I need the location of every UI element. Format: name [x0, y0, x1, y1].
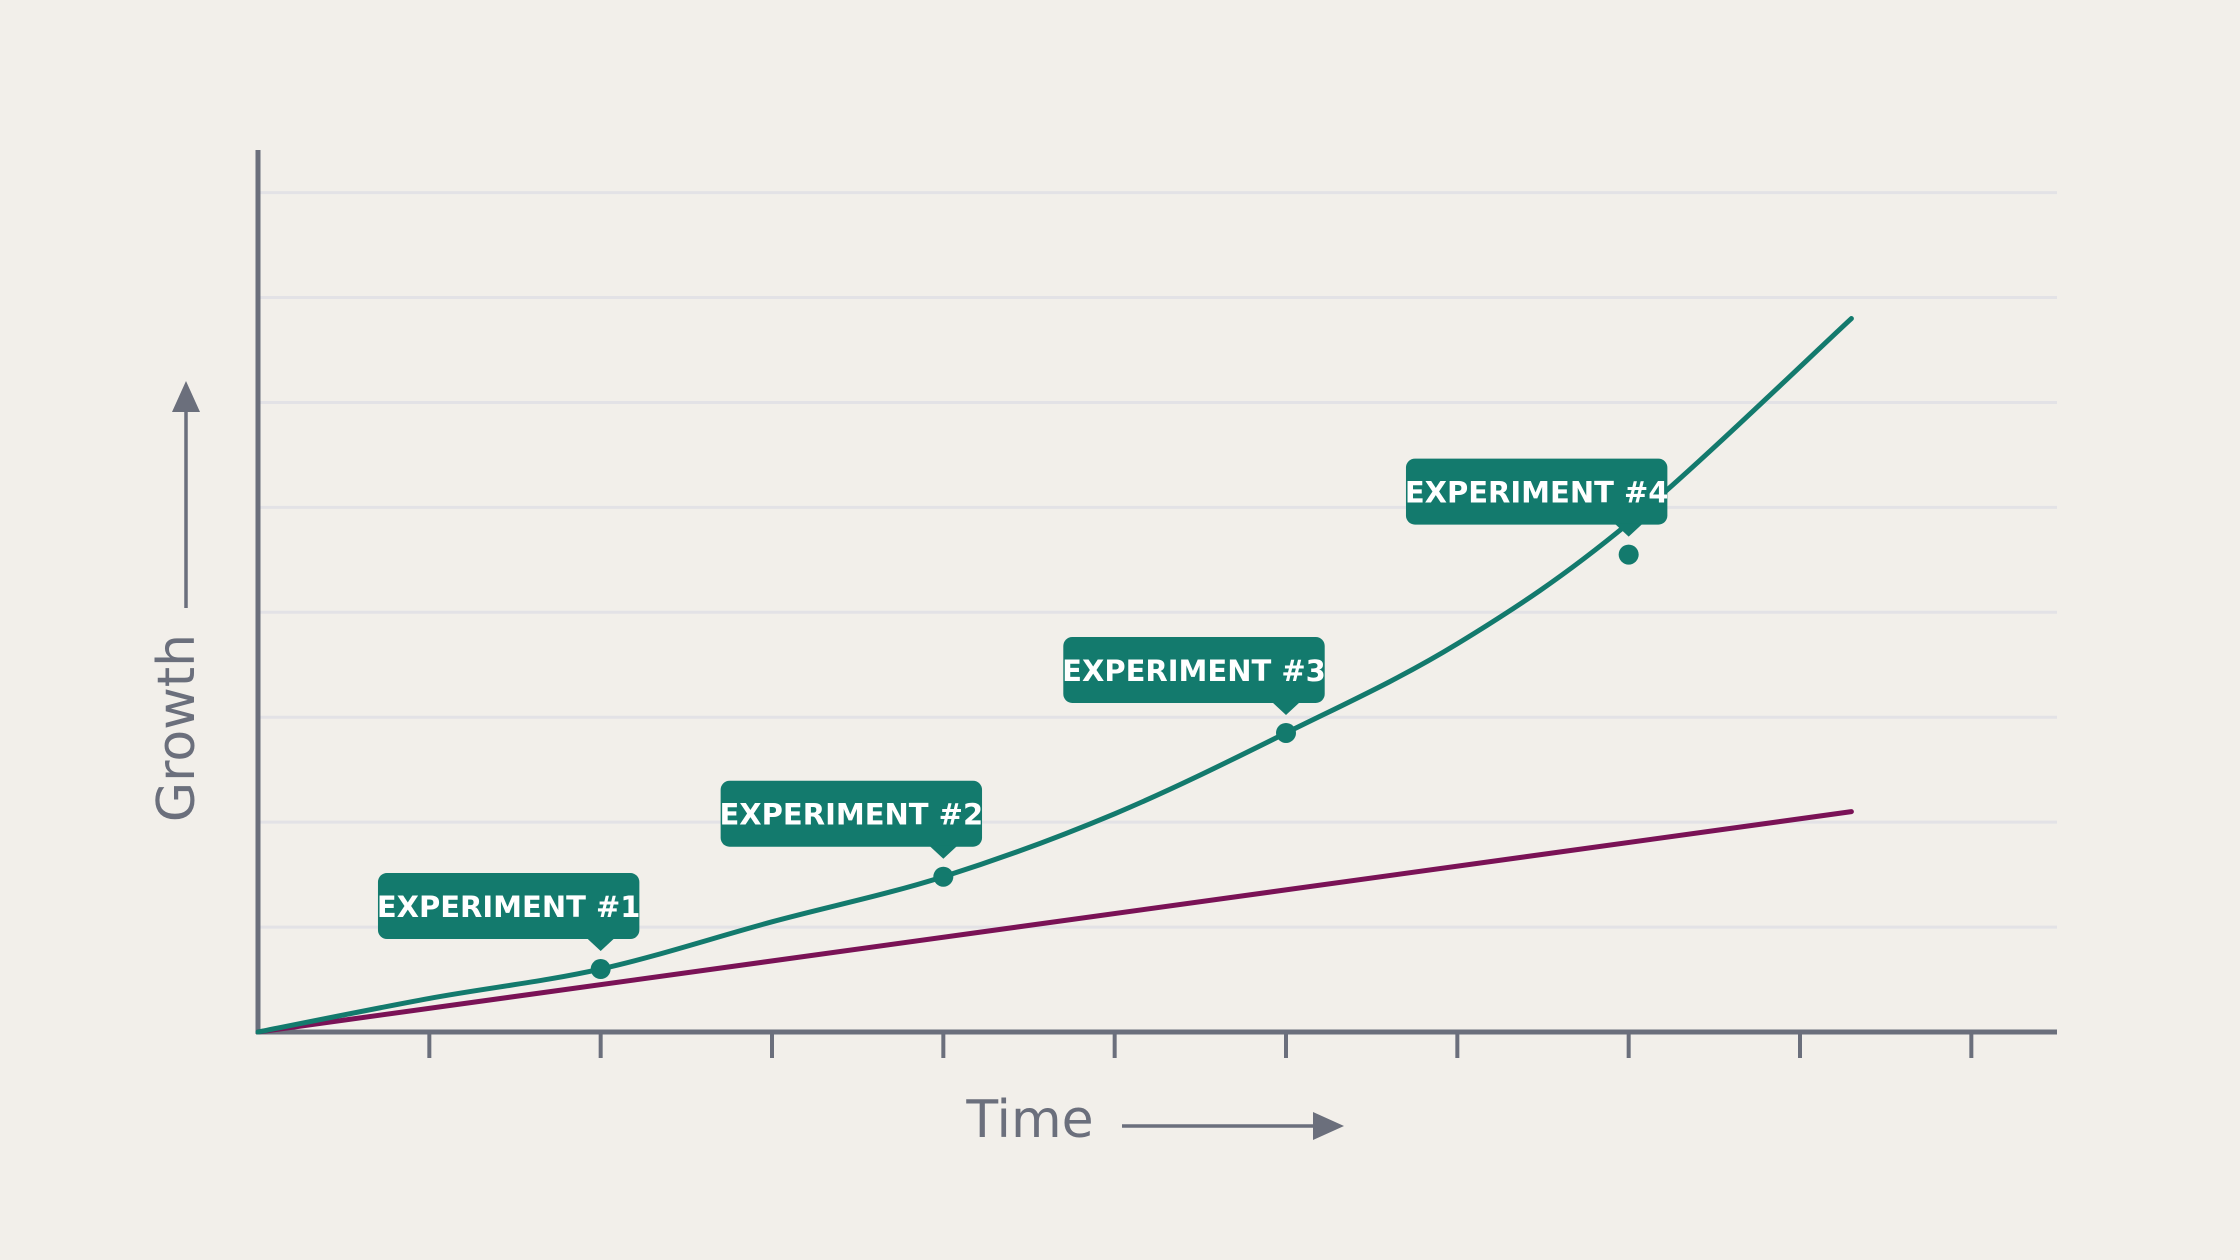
experiment-callout: EXPERIMENT #2: [720, 780, 984, 887]
callout-pointer: [1272, 701, 1300, 715]
callout-box: [377, 873, 640, 940]
gridlines: [258, 191, 2057, 929]
experiment-point: [590, 959, 611, 980]
callout-label: EXPERIMENT #1: [377, 890, 641, 924]
experiment-callout: EXPERIMENT #1: [377, 873, 641, 980]
y-axis-title: Growth: [147, 634, 207, 822]
callout-box: [720, 780, 983, 847]
callout-label: EXPERIMENT #3: [1062, 654, 1326, 688]
experiment-point: [1618, 544, 1639, 565]
experiment-point: [933, 866, 954, 887]
experiment-callout: EXPERIMENT #4: [1405, 458, 1669, 565]
callout-pointer: [586, 938, 615, 952]
baseline-series-line: [255, 809, 1854, 1035]
experiment-point: [1276, 722, 1296, 743]
axes: [255, 150, 2057, 1058]
experiments-series-line: [255, 316, 1854, 1035]
callout-box: [1063, 636, 1325, 703]
callout-label: EXPERIMENT #2: [720, 798, 984, 832]
experiment-annotations: EXPERIMENT #1 EXPERIMENT #2 EXPERIMENT #3 E…: [377, 458, 1669, 980]
callout-label: EXPERIMENT #4: [1405, 476, 1669, 510]
callout-box: [1405, 458, 1668, 525]
callout-pointer: [1614, 523, 1643, 537]
arrow-right-icon: [1122, 1112, 1344, 1140]
series-lines: [255, 316, 1854, 1035]
callout-pointer: [929, 845, 958, 859]
experiment-callout: EXPERIMENT #3: [1062, 636, 1326, 743]
arrow-up-icon: [172, 381, 200, 608]
x-axis-title: Time: [965, 1090, 1093, 1150]
